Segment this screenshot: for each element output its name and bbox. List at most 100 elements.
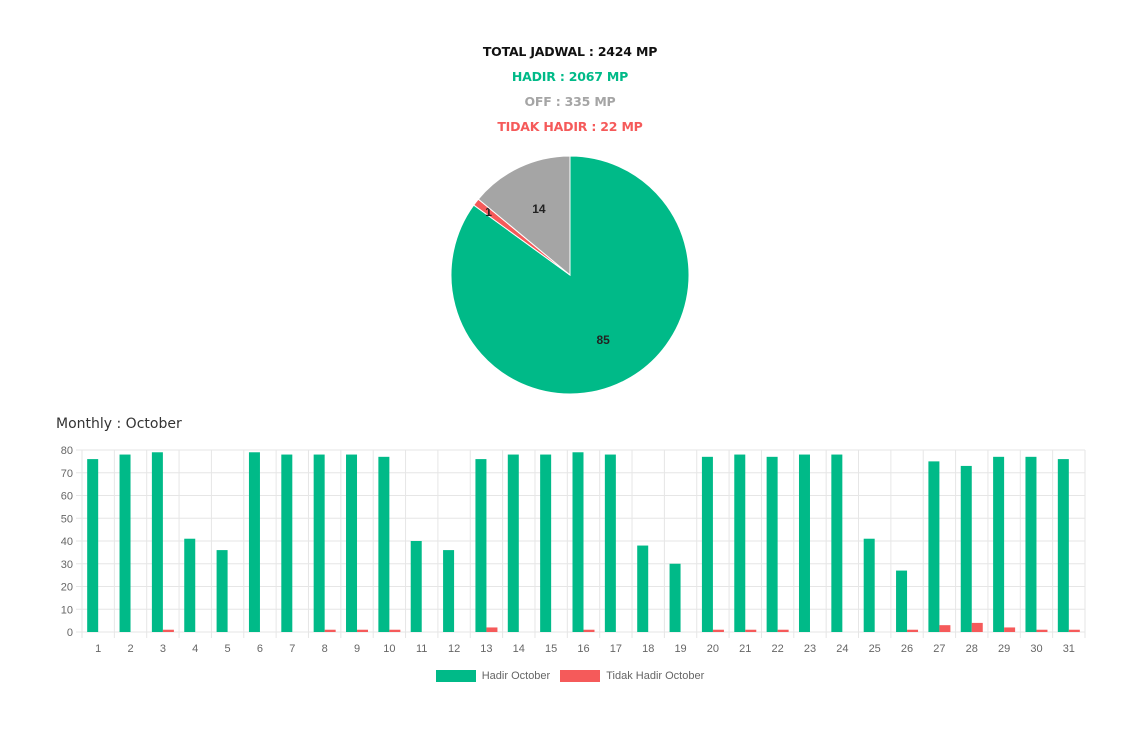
- x-tick-label: 11: [416, 643, 427, 655]
- hadir-summary-label: HADIR : 2067 MP: [511, 69, 629, 84]
- y-tick-label: 30: [61, 559, 73, 571]
- bar-tidak-hadir-22[interactable]: [777, 629, 789, 632]
- off-summary-label: OFF : 335 MP: [524, 94, 616, 109]
- bar-hadir-6[interactable]: [248, 452, 260, 632]
- bar-hadir-22[interactable]: [766, 456, 778, 632]
- bar-hadir-30[interactable]: [1025, 456, 1037, 632]
- legend-item-tidak-hadir[interactable]: Tidak Hadir October: [560, 670, 704, 682]
- x-tick-label: 27: [933, 643, 945, 655]
- x-tick-label: 29: [998, 643, 1010, 655]
- x-tick-label: 7: [289, 643, 295, 655]
- bar-hadir-17[interactable]: [604, 454, 616, 632]
- legend-label-hadir: Hadir October: [481, 670, 551, 682]
- bar-tidak-hadir-31[interactable]: [1068, 629, 1080, 632]
- bar-hadir-4[interactable]: [184, 538, 196, 632]
- bar-tidak-hadir-21[interactable]: [745, 629, 757, 632]
- bar-hadir-20[interactable]: [701, 456, 713, 632]
- y-tick-label: 70: [61, 468, 73, 480]
- bar-hadir-1[interactable]: [87, 459, 99, 632]
- y-tick-label: 80: [61, 445, 73, 457]
- x-tick-label: 5: [225, 643, 231, 655]
- bar-hadir-15[interactable]: [540, 454, 552, 632]
- total-jadwal-label: TOTAL JADWAL : 2424 MP: [482, 44, 658, 59]
- bar-tidak-hadir-8[interactable]: [324, 629, 336, 632]
- x-tick-label: 13: [480, 643, 492, 655]
- x-tick-label: 18: [642, 643, 654, 655]
- bar-tidak-hadir-3[interactable]: [162, 629, 174, 632]
- bar-tidak-hadir-26[interactable]: [907, 629, 919, 632]
- bar-hadir-10[interactable]: [378, 456, 390, 632]
- y-tick-label: 60: [61, 491, 73, 503]
- bar-hadir-27[interactable]: [928, 461, 940, 632]
- x-tick-label: 6: [257, 643, 263, 655]
- y-tick-label: 50: [61, 513, 73, 525]
- bar-tidak-hadir-10[interactable]: [389, 629, 401, 632]
- bar-hadir-2[interactable]: [119, 454, 131, 632]
- bar-tidak-hadir-29[interactable]: [1004, 627, 1016, 632]
- x-tick-label: 14: [513, 643, 525, 655]
- x-tick-label: 25: [869, 643, 881, 655]
- bar-hadir-26[interactable]: [896, 570, 908, 632]
- pie-slice-off[interactable]: [477, 155, 571, 277]
- legend-item-hadir[interactable]: Hadir October: [435, 670, 551, 682]
- bar-tidak-hadir-27[interactable]: [939, 625, 951, 632]
- monthly-title: Monthly : October: [56, 416, 182, 432]
- bar-tidak-hadir-30[interactable]: [1036, 629, 1048, 632]
- bar-hadir-25[interactable]: [863, 538, 875, 632]
- bar-hadir-3[interactable]: [151, 452, 163, 632]
- x-tick-label: 24: [836, 643, 848, 655]
- x-tick-label: 8: [322, 643, 328, 655]
- bar-hadir-8[interactable]: [313, 454, 325, 632]
- legend-swatch-tidak-hadir: [560, 670, 601, 682]
- x-tick-label: 1: [95, 643, 101, 655]
- x-tick-label: 23: [804, 643, 816, 655]
- x-tick-label: 17: [610, 643, 622, 655]
- x-tick-label: 12: [448, 643, 460, 655]
- bar-hadir-19[interactable]: [669, 563, 681, 632]
- bar-hadir-23[interactable]: [798, 454, 810, 632]
- bar-hadir-12[interactable]: [443, 550, 455, 632]
- x-tick-label: 20: [707, 643, 719, 655]
- bar-hadir-16[interactable]: [572, 452, 584, 632]
- x-tick-label: 2: [127, 643, 133, 655]
- x-tick-label: 19: [674, 643, 686, 655]
- bar-chart-legend: Hadir October Tidak Hadir October: [0, 670, 1140, 682]
- bar-hadir-11[interactable]: [410, 541, 422, 632]
- bar-hadir-5[interactable]: [216, 550, 228, 632]
- x-tick-label: 9: [354, 643, 360, 655]
- pie-label-tidak-hadir: 1: [485, 205, 492, 219]
- bar-tidak-hadir-9[interactable]: [357, 629, 369, 632]
- x-tick-label: 28: [966, 643, 978, 655]
- bar-hadir-13[interactable]: [475, 459, 487, 632]
- bar-hadir-14[interactable]: [507, 454, 519, 632]
- x-tick-label: 26: [901, 643, 913, 655]
- x-tick-label: 22: [772, 643, 784, 655]
- x-tick-label: 15: [545, 643, 557, 655]
- bar-tidak-hadir-20[interactable]: [712, 629, 724, 632]
- pie-label-hadir: 85: [596, 333, 610, 347]
- x-tick-label: 4: [192, 643, 198, 655]
- bar-tidak-hadir-13[interactable]: [486, 627, 498, 632]
- x-tick-label: 16: [577, 643, 589, 655]
- legend-swatch-hadir: [435, 670, 476, 682]
- bar-hadir-21[interactable]: [734, 454, 746, 632]
- legend-label-tidak-hadir: Tidak Hadir October: [606, 670, 705, 682]
- x-tick-label: 30: [1030, 643, 1042, 655]
- y-tick-label: 10: [61, 604, 73, 616]
- x-tick-label: 10: [383, 643, 395, 655]
- bar-hadir-24[interactable]: [831, 454, 843, 632]
- bar-tidak-hadir-16[interactable]: [583, 629, 595, 632]
- bar-hadir-29[interactable]: [993, 456, 1005, 632]
- bar-hadir-7[interactable]: [281, 454, 293, 632]
- tidak-hadir-summary-label: TIDAK HADIR : 22 MP: [497, 119, 643, 134]
- pie-label-off: 14: [532, 202, 546, 216]
- x-tick-label: 3: [160, 643, 166, 655]
- bar-hadir-9[interactable]: [346, 454, 358, 632]
- bar-hadir-28[interactable]: [960, 465, 972, 632]
- bar-tidak-hadir-28[interactable]: [971, 622, 983, 632]
- bar-hadir-18[interactable]: [637, 545, 649, 632]
- y-tick-label: 20: [61, 582, 73, 594]
- x-tick-label: 31: [1063, 643, 1075, 655]
- bar-hadir-31[interactable]: [1057, 459, 1069, 632]
